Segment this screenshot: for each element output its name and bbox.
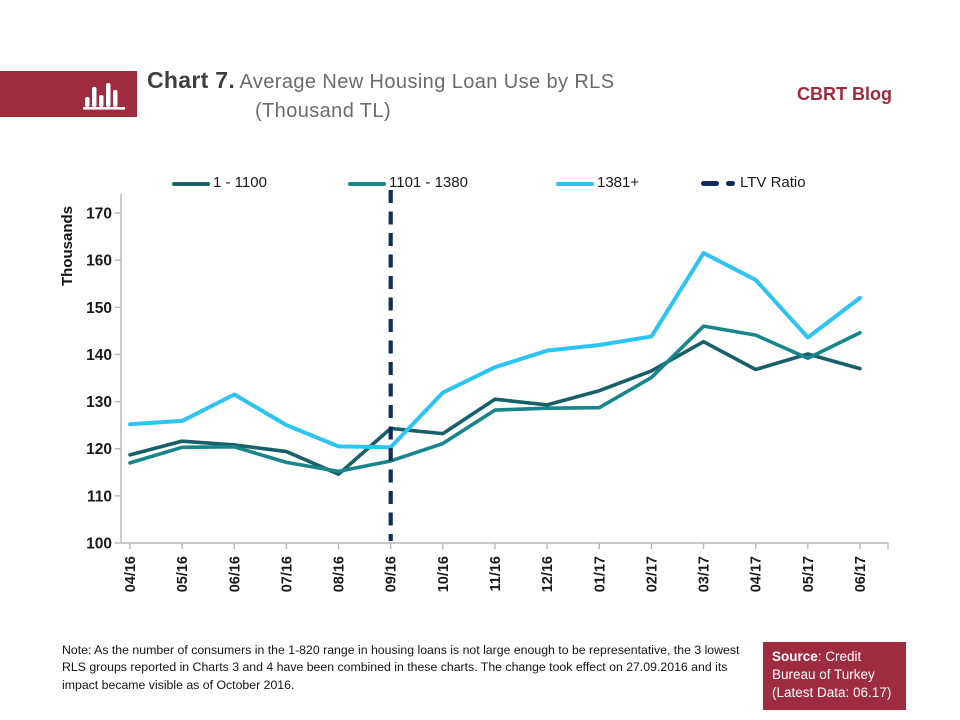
legend-swatch-ltv-dash1 [701, 181, 719, 186]
chart-legend: 1 - 1100 1101 - 1380 1381+ LTV Ratio [0, 174, 960, 196]
x-tick-label: 07/16 [279, 556, 295, 592]
y-tick-label: 110 [87, 488, 112, 505]
y-tick-label: 130 [86, 394, 112, 411]
source-box: Source: Credit Bureau of Turkey (Latest … [763, 642, 906, 710]
cbrt-logo [0, 71, 137, 117]
legend-label-1-1100: 1 - 1100 [213, 174, 267, 191]
series-line-1101-1380 [128, 324, 862, 474]
legend-swatch-ltv-dash2 [726, 181, 735, 186]
chart-number-label: Chart 7. [147, 67, 236, 93]
x-tick-label: 01/17 [592, 556, 608, 592]
x-tick-label: 12/16 [540, 556, 556, 592]
x-tick-label: 06/16 [227, 556, 243, 592]
chart-title-text: Average New Housing Loan Use by RLS [239, 71, 615, 93]
x-tick-label: 06/17 [853, 556, 869, 592]
x-tick-label: 05/17 [801, 556, 817, 592]
x-tick-label: 10/16 [436, 556, 452, 592]
chart-svg: 100 110 120 130 140 150 160 170 04/16 05/16 06/16 0… [59, 190, 889, 592]
chart-title-line: Chart 7. Average New Housing Loan Use by… [147, 64, 747, 97]
chart-title-block: Chart 7. Average New Housing Loan Use by… [147, 64, 747, 126]
legend-swatch-1101-1380 [348, 182, 386, 186]
legend-swatch-1-1100 [172, 182, 210, 186]
footnote: Note: As the number of consumers in the … [62, 643, 740, 692]
bar-chart-logo-icon [83, 83, 125, 110]
x-tick-label: 09/16 [384, 556, 400, 592]
x-tick-label: 11/16 [488, 556, 504, 592]
x-tick-label: 05/16 [175, 556, 191, 592]
source-label: Source [772, 649, 818, 664]
series-line-1381+ [128, 251, 862, 450]
y-tick-label: 120 [86, 441, 112, 458]
legend-label-ltv: LTV Ratio [740, 174, 806, 191]
x-tick-label: 04/17 [749, 556, 765, 592]
cbrt-blog-label: CBRT Blog [797, 84, 892, 104]
legend-swatch-1381plus [556, 182, 594, 186]
x-tick-label: 03/17 [697, 556, 713, 592]
y-tick-label: 160 [86, 253, 112, 270]
y-tick-label: 140 [86, 347, 112, 364]
y-tick-label: 150 [86, 300, 112, 317]
chart-subtitle: (Thousand TL) [255, 100, 392, 123]
source-text: : Credit Bureau of Turkey (Latest Data: … [772, 649, 892, 701]
x-tick-label: 08/16 [332, 556, 348, 592]
y-tick-label: 100 [86, 536, 112, 553]
series-line-1-1100 [128, 339, 862, 476]
x-tick-label: 04/16 [123, 556, 139, 592]
legend-label-1101-1380: 1101 - 1380 [389, 174, 468, 191]
y-axis-title: Thousands [59, 206, 76, 286]
y-tick-label: 170 [86, 206, 112, 223]
legend-label-1381plus: 1381+ [597, 174, 640, 191]
x-tick-label: 02/17 [644, 556, 660, 592]
